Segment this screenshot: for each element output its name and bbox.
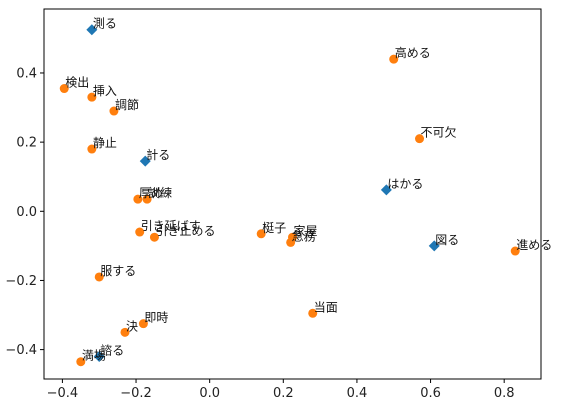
- point-label: 測る: [93, 17, 117, 31]
- x-tick-label: 0.6: [420, 386, 441, 401]
- point-label: 挿入: [93, 84, 117, 98]
- point-label: 当面: [314, 300, 338, 314]
- point-diamond: [428, 240, 440, 252]
- point-circle: [87, 144, 97, 154]
- x-tick-label: 0.0: [199, 386, 220, 401]
- point-label: 服する: [100, 264, 136, 278]
- point-circle: [389, 54, 399, 64]
- point-label: 高める: [395, 45, 431, 60]
- x-tick-label: −0.4: [47, 386, 79, 401]
- x-axis: −0.4 −0.2 0.0 0.2 0.4 0.6 0.8: [47, 379, 515, 401]
- point-circle: [133, 194, 143, 204]
- y-tick-label: −0.4: [5, 343, 37, 358]
- point-label: 検出: [65, 76, 89, 90]
- y-tick-label: 0.0: [16, 205, 37, 220]
- point-circle: [142, 194, 152, 204]
- point-label: 厚め: [139, 186, 163, 200]
- point-label: 梃子: [262, 220, 286, 235]
- point-circle: [120, 327, 130, 337]
- x-tick-label: −0.2: [120, 386, 152, 401]
- point-label: 進める: [516, 238, 552, 252]
- point-label: 決: [126, 319, 138, 333]
- point-circle: [135, 227, 145, 237]
- y-axis: −0.4 −0.2 0.0 0.2 0.4: [5, 66, 44, 358]
- point-circle: [149, 232, 159, 242]
- point-label: 図る: [435, 233, 459, 247]
- point-circle: [510, 246, 520, 256]
- point-label: 諮る: [100, 344, 124, 358]
- point-diamond: [93, 351, 105, 363]
- point-circle: [256, 229, 266, 239]
- point-label: 即時: [144, 311, 168, 325]
- plot-frame: [43, 8, 542, 380]
- y-tick-label: 0.2: [16, 136, 37, 151]
- x-tick-label: 0.4: [347, 386, 368, 401]
- point-label: 家屋: [294, 223, 318, 238]
- point-circle: [415, 134, 425, 144]
- point-label: 静止: [93, 136, 117, 150]
- point-circle: [87, 92, 97, 102]
- x-tick-label: 0.8: [494, 386, 515, 401]
- point-label: 訓練: [148, 185, 172, 200]
- point-circle: [59, 84, 69, 94]
- point-label: 引き止める: [155, 224, 215, 238]
- point-label: 不可欠: [421, 125, 457, 140]
- point-diamond: [380, 184, 392, 196]
- point-circle: [308, 308, 318, 318]
- point-circle: [109, 106, 119, 116]
- point-circle: [286, 237, 296, 247]
- point-circle: [94, 272, 104, 282]
- point-circle: [138, 319, 148, 329]
- point-label: 計る: [146, 147, 170, 162]
- y-tick-label: 0.4: [16, 66, 37, 81]
- y-tick-label: −0.2: [5, 274, 37, 289]
- point-label: 調節: [115, 97, 139, 112]
- point-diamond: [86, 24, 98, 36]
- point-circle: [76, 357, 86, 367]
- point-label: 満場: [82, 349, 106, 363]
- point-label: はかる: [387, 177, 423, 191]
- point-label: 急務: [292, 228, 316, 243]
- x-tick-label: 0.2: [273, 386, 294, 401]
- point-label: 引き延ばす: [141, 219, 201, 233]
- point-diamond: [139, 155, 151, 167]
